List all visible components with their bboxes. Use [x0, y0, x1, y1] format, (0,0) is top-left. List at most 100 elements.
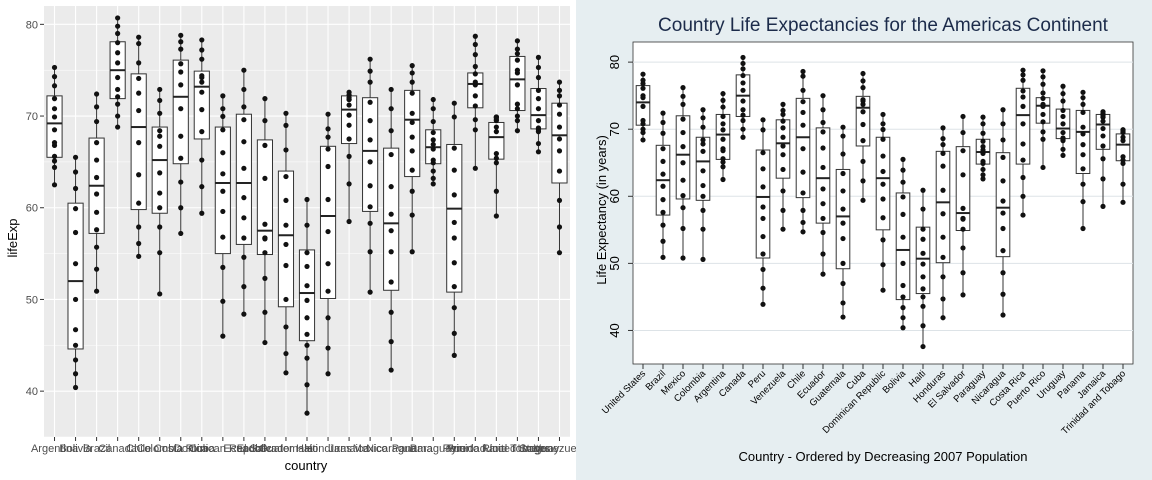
data-point [1000, 291, 1006, 297]
data-point [388, 86, 394, 93]
data-point [760, 127, 766, 133]
data-point [94, 104, 100, 110]
data-point [640, 126, 646, 132]
data-point [700, 256, 706, 262]
data-point [640, 77, 646, 83]
data-point [556, 148, 563, 154]
data-point [720, 136, 726, 142]
data-point [760, 204, 766, 210]
data-point [700, 141, 706, 147]
data-point [346, 122, 352, 128]
data-point [920, 250, 926, 256]
y-tick-label: 60 [26, 203, 38, 215]
data-point [920, 236, 926, 242]
data-point [1080, 142, 1086, 148]
data-point [178, 46, 184, 52]
data-point [840, 170, 846, 177]
data-point [860, 121, 866, 128]
data-point [241, 104, 247, 110]
data-point [157, 143, 163, 149]
data-point [740, 54, 746, 61]
data-point [430, 141, 436, 148]
data-point [136, 107, 142, 114]
data-point [178, 179, 184, 185]
box-iqr [298, 249, 316, 342]
data-point [304, 263, 310, 270]
data-point [51, 164, 58, 170]
data-point [199, 129, 205, 135]
data-point [700, 226, 706, 232]
box-ecuador [235, 67, 252, 317]
data-point [720, 176, 726, 183]
data-point [94, 227, 100, 233]
data-point [960, 205, 966, 211]
data-point [451, 260, 457, 266]
data-point [556, 93, 563, 99]
x-tick-label: Argentina [31, 443, 79, 455]
box-argentina [715, 91, 731, 183]
box-uruguay [530, 54, 547, 155]
y-tick-label: 50 [607, 256, 622, 270]
x-tick-label: Haiti [296, 443, 318, 455]
data-point [660, 119, 666, 126]
data-point [136, 224, 142, 230]
data-point [304, 410, 310, 416]
data-point [820, 251, 826, 257]
box-iqr [895, 192, 911, 301]
data-point [860, 78, 866, 84]
box-iqr [46, 95, 63, 158]
data-point [283, 222, 289, 228]
data-point [760, 233, 766, 240]
data-point [1040, 95, 1046, 101]
data-point [283, 350, 289, 357]
data-point [178, 205, 184, 211]
data-point [640, 85, 646, 91]
data-point [680, 205, 686, 211]
y-tick-label: 80 [607, 55, 622, 69]
data-point [262, 175, 268, 181]
data-point [136, 40, 142, 47]
data-point [409, 110, 415, 116]
data-point [1040, 136, 1046, 142]
data-point [556, 79, 563, 85]
data-point [860, 197, 866, 203]
data-point [556, 250, 563, 256]
data-point [51, 83, 58, 89]
data-point [680, 160, 686, 166]
data-point [220, 171, 226, 177]
data-point [409, 79, 415, 85]
data-point [740, 87, 746, 93]
data-point [367, 68, 373, 74]
data-point [493, 151, 499, 157]
data-point [72, 154, 79, 160]
data-point [1000, 198, 1006, 204]
data-point [262, 118, 268, 124]
data-point [535, 149, 542, 155]
data-point [136, 253, 142, 259]
data-point [199, 210, 205, 216]
boxplot-chart-left: lifeExp country 40 50 60 70 80 ArgentinaBoliv… [5, 6, 576, 473]
data-point [1060, 83, 1066, 89]
data-point [980, 114, 986, 120]
data-point [304, 331, 310, 337]
data-point [115, 124, 121, 130]
box-iqr [383, 147, 400, 291]
box-paraguay [975, 114, 991, 182]
data-point [72, 327, 79, 333]
chart-right-title: Country Life Expectancies for the Americ… [658, 15, 1109, 36]
data-point [535, 125, 542, 131]
box-dominican-republic [214, 93, 231, 339]
data-point [800, 229, 806, 235]
data-point [472, 63, 478, 70]
data-point [51, 96, 58, 102]
data-point [680, 93, 686, 99]
chart-left-ylabel: lifeExp [5, 218, 20, 257]
chart-right-xlabel: Country - Ordered by Decreasing 2007 Pop… [738, 449, 1027, 464]
data-point [660, 183, 666, 189]
data-point [451, 192, 457, 198]
data-point [367, 159, 373, 165]
data-point [1100, 118, 1106, 124]
data-point [1060, 121, 1066, 127]
data-point [220, 106, 226, 112]
data-point [493, 115, 499, 121]
